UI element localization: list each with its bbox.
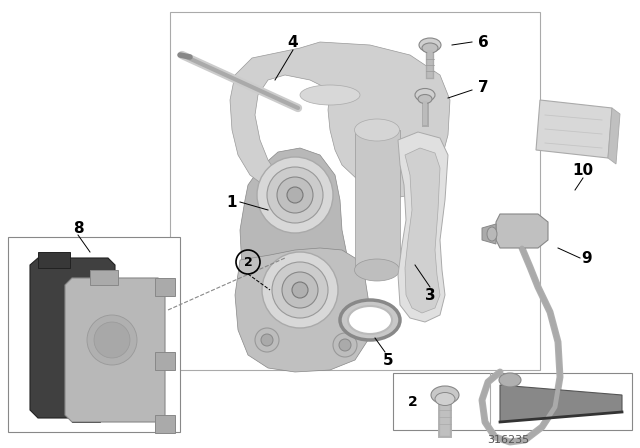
Ellipse shape [431, 386, 459, 404]
Ellipse shape [348, 306, 392, 334]
Text: 2: 2 [244, 255, 252, 268]
Text: 8: 8 [73, 220, 83, 236]
Bar [170, 12, 540, 370]
Ellipse shape [340, 300, 400, 340]
Polygon shape [235, 248, 370, 372]
Text: 4: 4 [288, 34, 298, 49]
Ellipse shape [422, 43, 438, 53]
Bar [8, 237, 180, 432]
Circle shape [339, 339, 351, 351]
Circle shape [333, 333, 357, 357]
Ellipse shape [435, 392, 455, 405]
Polygon shape [405, 148, 440, 313]
Ellipse shape [355, 119, 399, 141]
Bar [38, 252, 70, 268]
Text: 6: 6 [477, 34, 488, 49]
Text: 3: 3 [425, 288, 435, 302]
Polygon shape [496, 214, 548, 248]
Text: 316235: 316235 [487, 435, 529, 445]
Circle shape [282, 272, 318, 308]
Text: 9: 9 [582, 250, 592, 266]
Ellipse shape [487, 227, 497, 241]
Polygon shape [65, 278, 165, 422]
Polygon shape [230, 42, 450, 198]
Polygon shape [30, 258, 115, 418]
Ellipse shape [355, 259, 399, 281]
Circle shape [292, 282, 308, 298]
Circle shape [287, 187, 303, 203]
Bar [155, 352, 175, 370]
Polygon shape [482, 224, 496, 244]
Circle shape [262, 252, 338, 328]
Polygon shape [398, 132, 448, 322]
Bar [155, 415, 175, 433]
Circle shape [272, 262, 328, 318]
Circle shape [255, 328, 279, 352]
Text: 1: 1 [227, 194, 237, 210]
Circle shape [94, 322, 130, 358]
Circle shape [87, 315, 137, 365]
Polygon shape [500, 385, 622, 422]
Polygon shape [240, 148, 358, 358]
Circle shape [277, 177, 313, 213]
Ellipse shape [419, 38, 441, 52]
Bar [72, 406, 100, 422]
Ellipse shape [418, 95, 432, 103]
Ellipse shape [300, 85, 360, 105]
Ellipse shape [415, 89, 435, 102]
Circle shape [257, 157, 333, 233]
Bar [90, 270, 118, 285]
Bar [393, 373, 632, 430]
Polygon shape [536, 100, 612, 158]
Bar [355, 130, 400, 270]
Circle shape [267, 167, 323, 223]
Bar [155, 278, 175, 296]
Text: 2: 2 [408, 395, 418, 409]
Text: 7: 7 [477, 79, 488, 95]
Text: 5: 5 [383, 353, 394, 367]
Text: 10: 10 [572, 163, 593, 177]
Circle shape [261, 334, 273, 346]
Polygon shape [608, 108, 620, 164]
Ellipse shape [499, 373, 521, 387]
